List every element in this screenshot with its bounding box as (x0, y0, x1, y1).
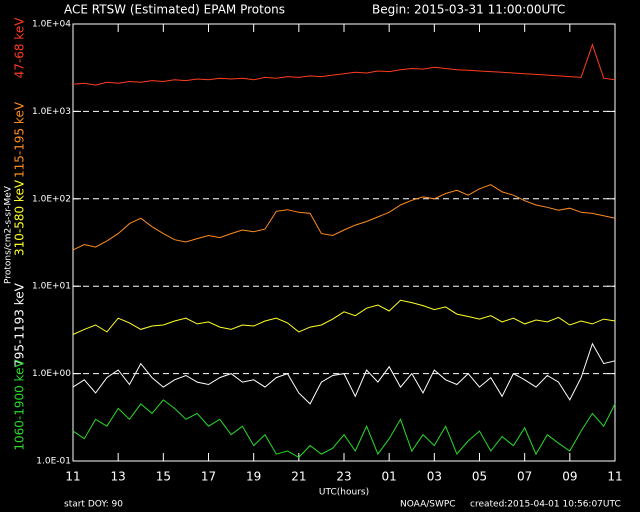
y-tick-label: 1.0E+03 (32, 107, 71, 117)
x-tick-label: 09 (562, 470, 577, 484)
y-tick-label: 1.0E+01 (32, 282, 71, 292)
x-tick-label: 11 (607, 470, 622, 484)
series-line (72, 43, 616, 86)
x-tick-label: 15 (156, 470, 171, 484)
x-tick-label: 03 (427, 470, 442, 484)
x-tick-label: 19 (246, 470, 261, 484)
series-line (72, 184, 616, 251)
x-tick-label: 17 (201, 470, 216, 484)
x-tick-label: 07 (517, 470, 532, 484)
x-axis-label: UTC(hours) (319, 488, 369, 498)
legend-label: 795-1193 keV (13, 282, 27, 366)
x-tick-label: 21 (291, 470, 306, 484)
legend-label: 115-195 keV (13, 101, 27, 178)
x-tick-label: 05 (472, 470, 487, 484)
series-line (72, 299, 616, 335)
x-tick-label: 11 (65, 470, 80, 484)
y-tick-label: 1.0E+00 (32, 369, 71, 379)
legend-label: 310-580 keV (13, 179, 27, 256)
legend-label: 1060-1900 keV (13, 359, 27, 451)
y-axis-label: Protons/cm2-s-sr-MeV (4, 185, 14, 284)
x-tick-label: 23 (336, 470, 351, 484)
y-tick-label: 1.0E-01 (36, 457, 71, 467)
y-tick-label: 1.0E+02 (32, 194, 71, 204)
chart-title: ACE RTSW (Estimated) EPAM Protons (64, 3, 285, 17)
series-line (72, 342, 616, 405)
footer-center: NOAA/SWPC (400, 500, 456, 510)
footer-left: start DOY: 90 (64, 500, 123, 510)
y-tick-label: 1.0E+04 (32, 20, 71, 30)
legend-label: 47-68 keV (13, 17, 27, 79)
footer-right: created:2015-04-01 10:56:07UTC (470, 500, 621, 510)
chart-subtitle: Begin: 2015-03-31 11:00:00UTC (372, 3, 565, 17)
series-line (72, 399, 616, 459)
x-tick-label: 13 (111, 470, 126, 484)
x-tick-label: 01 (382, 470, 397, 484)
